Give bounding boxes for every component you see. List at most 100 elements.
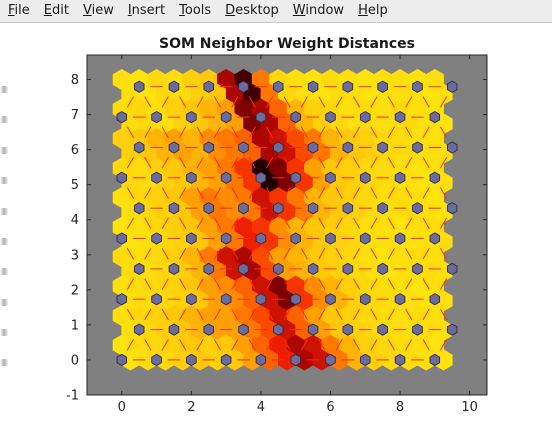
distance-cell — [330, 349, 349, 371]
distance-cell — [434, 349, 453, 371]
distance-cell — [286, 128, 305, 150]
distance-cell — [295, 319, 314, 341]
distance-cell — [278, 349, 296, 371]
distance-cell — [373, 305, 392, 327]
distance-cell — [373, 246, 392, 268]
neuron-marker — [307, 262, 319, 276]
neuron-marker — [377, 141, 388, 154]
neuron-marker — [446, 202, 458, 215]
distance-cell — [269, 157, 288, 179]
distance-cell — [182, 246, 201, 268]
menu-insert[interactable]: Insert — [127, 3, 166, 18]
menu-edit[interactable]: Edit — [43, 3, 69, 18]
neuron-marker — [342, 202, 354, 215]
neighbor-link — [196, 187, 204, 199]
neuron-marker — [186, 171, 197, 184]
neighbor-link — [196, 96, 204, 108]
toolbar-ghost-mark — [0, 208, 8, 215]
distance-cell — [147, 69, 166, 91]
neighbor-link — [283, 96, 291, 108]
neuron-marker — [377, 202, 388, 215]
neuron-marker — [273, 323, 284, 336]
neighbor-link — [266, 156, 274, 169]
neighbor-link — [318, 187, 326, 199]
neighbor-link — [370, 339, 378, 351]
neuron-marker — [429, 353, 441, 367]
distance-cell — [425, 128, 444, 150]
distance-cell — [304, 305, 323, 327]
neuron-marker — [446, 80, 458, 93]
x-tick-label: 0 — [118, 400, 126, 415]
neighbor-link — [179, 156, 187, 169]
neuron-marker — [151, 171, 162, 184]
toolbar-ghost-mark — [0, 116, 8, 123]
neuron-marker — [151, 353, 162, 367]
neuron-marker — [168, 141, 180, 154]
distance-cell — [234, 305, 253, 327]
neuron-marker — [359, 110, 371, 124]
neuron-marker — [394, 171, 406, 184]
neighbor-link — [300, 156, 308, 169]
distance-cell — [425, 246, 444, 268]
neuron-marker — [412, 141, 423, 154]
neighbor-link — [213, 278, 222, 290]
neighbor-link — [422, 308, 430, 321]
menu-window[interactable]: Window — [292, 3, 345, 18]
neuron-marker — [429, 232, 441, 245]
distance-cell — [425, 157, 444, 179]
distance-cell — [217, 305, 236, 327]
neighbor-link — [387, 217, 395, 230]
neuron-marker — [116, 171, 128, 184]
neighbor-link — [196, 339, 204, 351]
neighbor-link — [266, 187, 274, 199]
neighbor-link — [405, 156, 413, 169]
neighbor-link — [126, 126, 135, 138]
menu-tools[interactable]: Tools — [179, 3, 212, 18]
menu-file[interactable]: File — [8, 3, 30, 18]
distance-cell — [399, 349, 418, 371]
neuron-marker — [186, 293, 197, 306]
distance-cell — [217, 275, 236, 297]
neighbor-link — [213, 247, 222, 260]
distance-cell — [251, 275, 270, 297]
distance-cell — [356, 334, 375, 356]
distance-cell — [391, 69, 410, 91]
distance-cell — [251, 69, 270, 91]
distance-cell — [391, 305, 410, 327]
distance-cell — [121, 319, 140, 341]
distance-cell — [269, 334, 288, 356]
neuron-marker — [168, 262, 180, 276]
neighbor-link — [248, 339, 256, 351]
y-tick-label: 8 — [71, 73, 79, 88]
neuron-marker — [307, 80, 319, 93]
menu-view[interactable]: View — [82, 3, 114, 18]
toolbar-ghost-mark — [0, 329, 8, 336]
neighbor-link — [231, 156, 239, 169]
neighbor-link — [248, 308, 256, 321]
distance-cell — [130, 334, 149, 356]
distance-cell — [130, 157, 149, 179]
neighbor-link — [387, 247, 395, 260]
neighbor-link — [248, 247, 256, 260]
distance-cell — [269, 98, 288, 120]
neighbor-link — [422, 187, 430, 199]
neighbor-link — [335, 278, 343, 290]
neighbor-link — [387, 187, 395, 199]
menu-help[interactable]: Help — [358, 3, 388, 18]
neighbor-link — [318, 217, 326, 230]
neighbor-link — [248, 156, 256, 169]
neighbor-link — [370, 96, 378, 108]
neighbor-link — [370, 156, 378, 169]
menu-desktop[interactable]: Desktop — [225, 3, 279, 18]
neighbor-link — [126, 278, 135, 290]
neuron-marker — [325, 293, 336, 306]
distance-cell — [217, 69, 236, 91]
neighbor-link — [439, 187, 448, 199]
distance-cell — [278, 319, 296, 341]
neighbor-link — [300, 217, 308, 230]
distance-cell — [234, 98, 253, 120]
distance-cell — [234, 246, 253, 268]
distance-cell — [312, 349, 331, 371]
distance-cell — [130, 246, 149, 268]
neuron-marker — [359, 353, 371, 367]
